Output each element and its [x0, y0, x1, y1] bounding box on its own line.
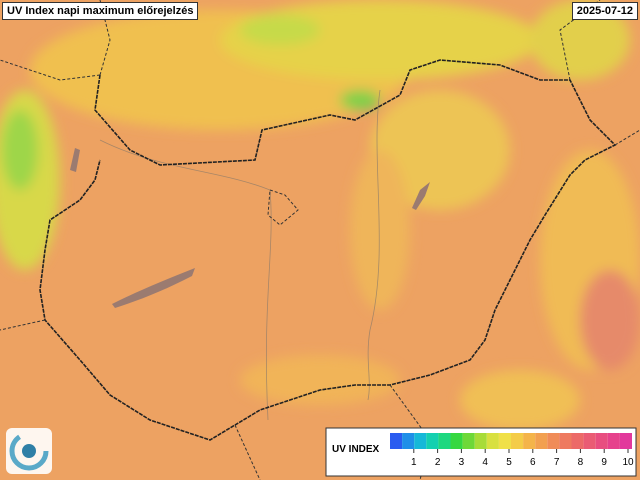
colorbar-cell: [571, 433, 584, 449]
colorbar-cell: [595, 433, 608, 449]
legend-tick-label: 4: [482, 457, 488, 468]
lake-ferto: [70, 148, 80, 172]
colorbar-cell: [498, 433, 511, 449]
legend-tick-label: 10: [622, 457, 634, 468]
legend-tick-label: 6: [530, 457, 536, 468]
uv-field: [0, 0, 640, 430]
lake-balaton: [112, 268, 195, 308]
lake-tisza: [412, 182, 430, 210]
colorbar-cell: [607, 433, 620, 449]
colorbar-cell: [450, 433, 463, 449]
colorbar-cell: [486, 433, 499, 449]
colorbar-cell: [414, 433, 427, 449]
legend-tick-label: 3: [459, 457, 465, 468]
colorbar-cell: [511, 433, 524, 449]
colorbar-cell: [547, 433, 560, 449]
legend-tick-label: 5: [506, 457, 512, 468]
legend-tick-label: 1: [411, 457, 417, 468]
legend-tick-label: 7: [554, 457, 560, 468]
rivers: [99, 89, 381, 421]
forecast-date: 2025-07-12: [571, 2, 638, 20]
logo: [6, 428, 52, 474]
map-title: UV Index napi maximum előrejelzés: [2, 2, 199, 20]
legend-title: UV INDEX: [332, 444, 380, 455]
colorbar-cell: [474, 433, 487, 449]
hungary-border: [39, 59, 617, 441]
colorbar-cell: [438, 433, 451, 449]
legend: UV INDEX 1 2 3 4 5 6 7 8 9 10: [325, 427, 637, 477]
colorbar-cell: [462, 433, 475, 449]
colorbar-cell: [426, 433, 439, 449]
colorbar: [390, 433, 632, 449]
colorbar-cell: [535, 433, 548, 449]
legend-tick-label: 9: [601, 457, 607, 468]
legend-tick-label: 2: [435, 457, 441, 468]
colorbar-cell: [583, 433, 596, 449]
colorbar-cell: [559, 433, 572, 449]
legend-tick-label: 8: [578, 457, 584, 468]
colorbar-cell: [523, 433, 536, 449]
colorbar-cell: [402, 433, 415, 449]
colorbar-cell: [390, 433, 403, 449]
colorbar-cell: [619, 433, 632, 449]
